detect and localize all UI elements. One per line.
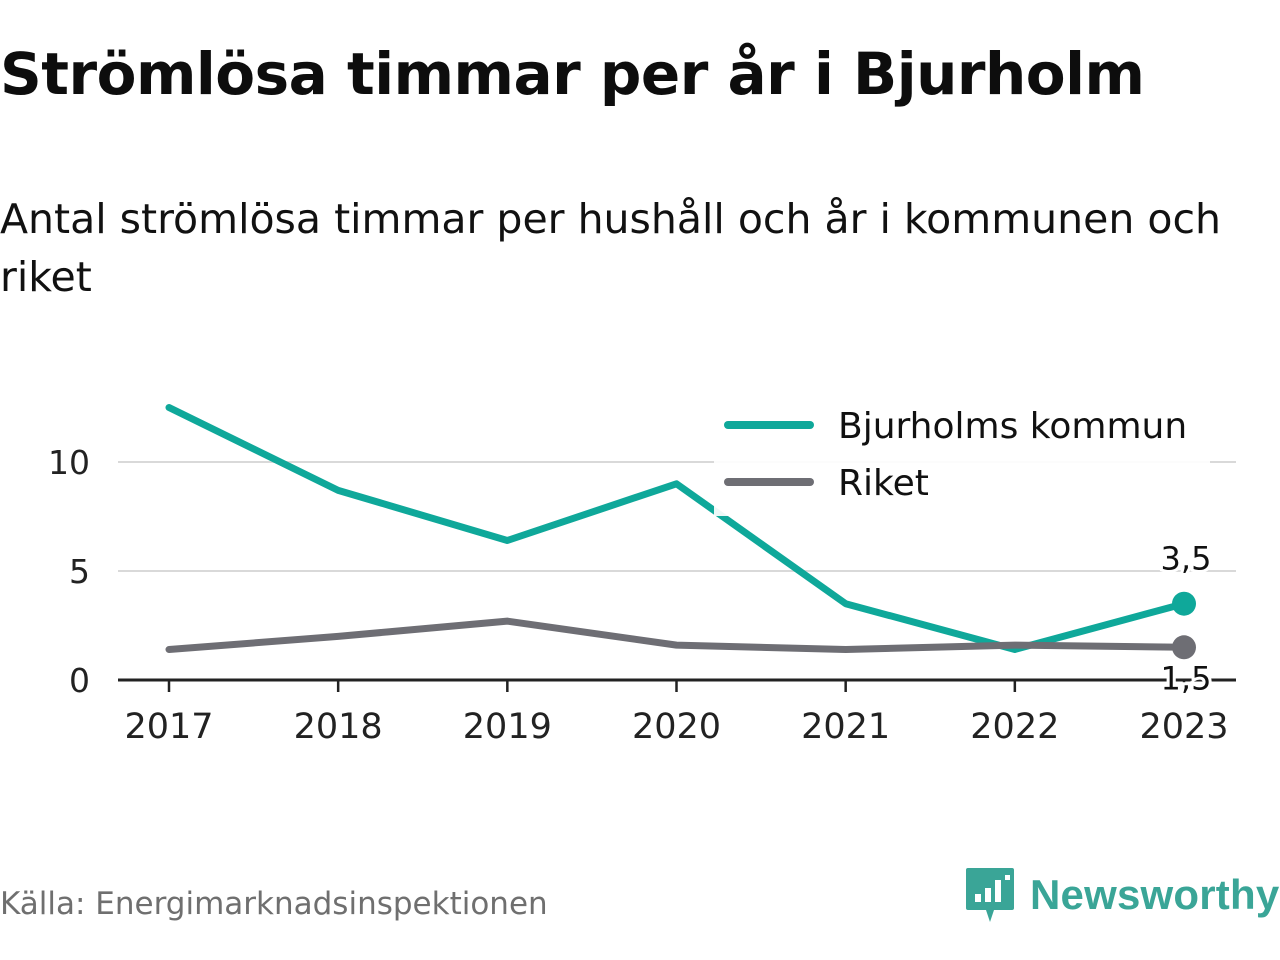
legend-label: Riket (838, 463, 929, 504)
legend-background (714, 398, 1210, 516)
series-lines (165, 404, 1188, 653)
end-labels: 3,5 1,5 (1158, 537, 1215, 701)
series-line-0 (165, 404, 1188, 653)
x-tick-label: 2018 (294, 707, 383, 747)
x-tick-label: 2021 (801, 707, 890, 747)
x-axis-ticks: 2017 2018 2019 2020 2021 2022 2023 (124, 680, 1229, 747)
x-tick-label: 2019 (463, 707, 552, 747)
x-tick-label: 2020 (632, 707, 721, 747)
end-point-1 (1172, 635, 1196, 660)
line-chart: 0 5 10 2017 2018 2019 2020 2021 2022 2023 Bjurho… (48, 398, 1236, 747)
legend: Bjurholms kommun Riket (714, 398, 1210, 516)
y-axis-ticks: 0 5 10 (48, 443, 90, 700)
chart-subtitle: Antal strömlösa timmar per hushåll och å… (0, 195, 1221, 301)
x-tick-label: 2017 (124, 707, 213, 747)
end-label-1: 1,5 (1161, 659, 1212, 697)
y-tick-label: 10 (48, 443, 90, 482)
brand-logo: Newsworthy (964, 866, 1279, 924)
end-label-0: 3,5 (1161, 540, 1212, 578)
x-tick-label: 2022 (970, 707, 1059, 747)
source-note: Källa: Energimarknadsinspektionen (0, 886, 548, 922)
series-line-1 (165, 617, 1188, 653)
x-tick-label: 2023 (1139, 707, 1228, 747)
brand-name: Newsworthy (1030, 871, 1280, 918)
newsworthy-logo-icon (966, 868, 1014, 922)
legend-label: Bjurholms kommun (838, 406, 1187, 447)
y-tick-label: 5 (69, 552, 90, 591)
end-point-0 (1172, 591, 1196, 616)
y-tick-label: 0 (69, 661, 90, 700)
page-title: Strömlösa timmar per år i Bjurholm (0, 40, 1145, 108)
